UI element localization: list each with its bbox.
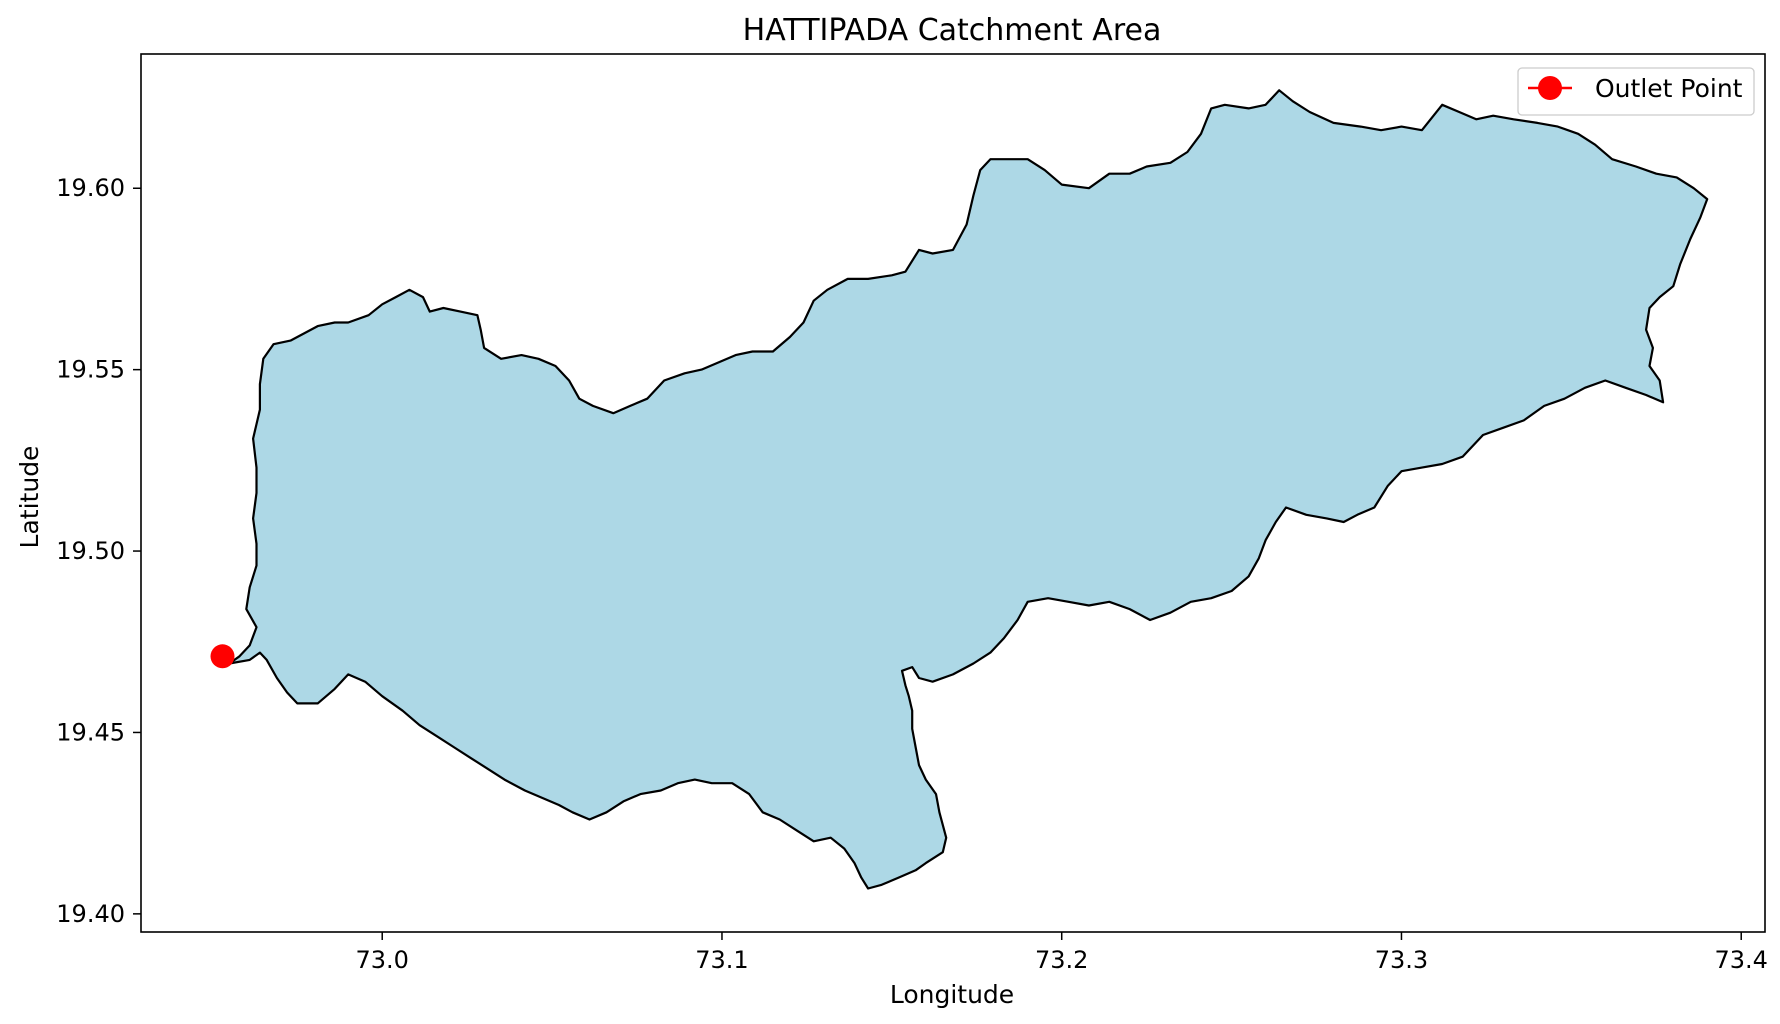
y-tick-label: 19.45 <box>56 718 125 746</box>
x-tick-label: 73.2 <box>1035 946 1088 974</box>
y-tick-label: 19.40 <box>56 900 125 928</box>
catchment-polygon <box>228 89 1709 890</box>
plot-area <box>210 89 1709 890</box>
outlet-point-dot <box>210 644 235 669</box>
axes-frame <box>140 53 1766 933</box>
y-axis-ticks: 19.40 19.45 19.50 19.55 19.60 <box>56 174 141 928</box>
legend: Outlet Point <box>1517 67 1755 116</box>
x-tick-label: 73.4 <box>1714 946 1767 974</box>
legend-outlet-marker <box>1538 76 1562 100</box>
y-tick-label: 19.55 <box>56 356 125 384</box>
x-tick-label: 73.0 <box>356 946 409 974</box>
x-tick-label: 73.1 <box>695 946 748 974</box>
y-tick-label: 19.50 <box>56 537 125 565</box>
outlet-point-marker <box>210 644 235 669</box>
legend-box <box>1517 67 1755 116</box>
x-axis-ticks: 73.0 73.1 73.2 73.3 73.4 <box>356 932 1768 974</box>
x-tick-label: 73.3 <box>1375 946 1428 974</box>
y-tick-label: 19.60 <box>56 174 125 202</box>
y-axis-label: Latitude <box>15 446 44 549</box>
legend-outlet-label: Outlet Point <box>1595 74 1743 103</box>
x-axis-label: Longitude <box>890 980 1014 1009</box>
map-title: HATTIPADA Catchment Area <box>743 13 1162 48</box>
